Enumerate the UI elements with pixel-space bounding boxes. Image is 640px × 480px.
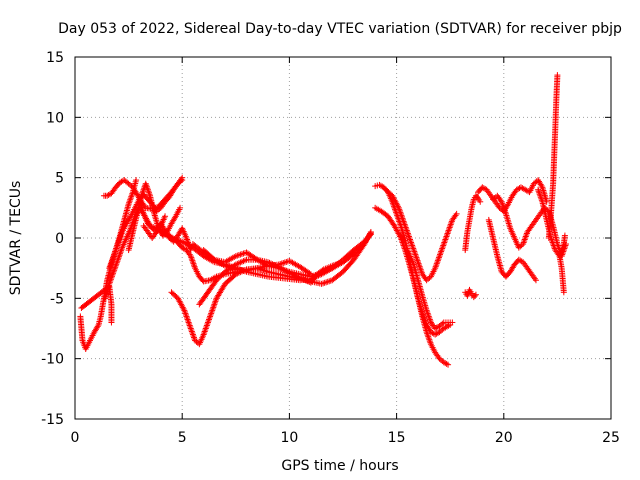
data-point bbox=[474, 193, 480, 200]
data-point bbox=[453, 210, 460, 217]
data-point bbox=[443, 360, 450, 367]
data-point bbox=[532, 277, 539, 284]
data-point bbox=[162, 213, 169, 220]
data-point bbox=[199, 277, 206, 284]
data-point bbox=[538, 182, 545, 189]
data-point bbox=[177, 204, 184, 211]
data-point bbox=[78, 304, 85, 311]
data-point bbox=[171, 214, 178, 221]
data-point bbox=[367, 230, 374, 237]
data-point bbox=[439, 320, 446, 327]
data-point bbox=[477, 198, 484, 205]
data-point bbox=[324, 278, 331, 285]
y-tick-label: -5 bbox=[50, 291, 64, 307]
data-point bbox=[210, 255, 217, 262]
y-tick-label: -10 bbox=[41, 352, 64, 368]
data-point bbox=[366, 231, 373, 238]
grid bbox=[75, 57, 611, 419]
x-tick-label: 25 bbox=[602, 430, 620, 446]
data-point bbox=[561, 232, 568, 239]
y-tick-label: -15 bbox=[41, 412, 64, 428]
data-point bbox=[319, 267, 326, 274]
data-point bbox=[321, 279, 328, 286]
data-point bbox=[471, 292, 478, 299]
axis-ticks bbox=[74, 56, 612, 420]
data-point bbox=[94, 323, 101, 330]
data-point bbox=[323, 279, 330, 286]
data-point bbox=[554, 72, 561, 79]
data-point bbox=[445, 361, 452, 368]
x-tick-label: 5 bbox=[178, 430, 187, 446]
y-tick-label: 10 bbox=[46, 110, 64, 126]
data-point bbox=[449, 319, 456, 326]
tick-labels: 0 5 10 15 20 25 -15 -10 -5 0 5 10 15 bbox=[41, 50, 620, 446]
data-point bbox=[439, 326, 446, 333]
y-axis-title: SDTVAR / TECUs bbox=[8, 181, 24, 296]
x-tick-label: 20 bbox=[495, 430, 513, 446]
data-point bbox=[320, 280, 327, 287]
y-tick-label: 15 bbox=[46, 50, 64, 66]
data-point bbox=[307, 271, 314, 278]
data-point bbox=[504, 202, 511, 209]
data-point bbox=[281, 259, 288, 266]
y-tick-label: 0 bbox=[55, 231, 64, 247]
data-point bbox=[238, 251, 245, 258]
data-point bbox=[177, 178, 184, 185]
data-point bbox=[237, 251, 244, 258]
data-point bbox=[278, 260, 285, 267]
data-points bbox=[77, 72, 569, 368]
data-point bbox=[472, 291, 479, 298]
x-tick-label: 15 bbox=[388, 430, 406, 446]
data-point bbox=[306, 270, 313, 277]
data-point bbox=[560, 289, 567, 296]
x-tick-label: 10 bbox=[280, 430, 298, 446]
data-point bbox=[179, 177, 186, 184]
x-axis-title: GPS time / hours bbox=[281, 458, 398, 474]
data-point bbox=[133, 177, 140, 184]
x-tick-label: 0 bbox=[71, 430, 80, 446]
data-point bbox=[280, 259, 287, 266]
data-point bbox=[327, 277, 334, 284]
data-point bbox=[156, 206, 163, 213]
y-tick-label: 5 bbox=[55, 171, 64, 187]
chart-title: Day 053 of 2022, Sidereal Day-to-day VTE… bbox=[58, 21, 622, 37]
data-point bbox=[79, 303, 86, 310]
